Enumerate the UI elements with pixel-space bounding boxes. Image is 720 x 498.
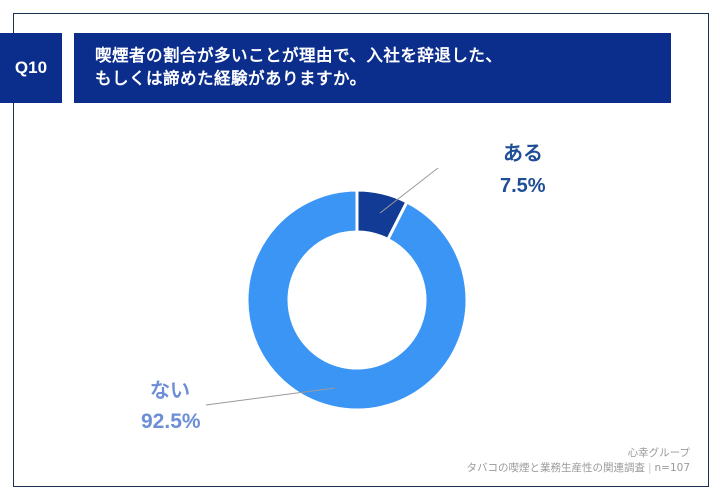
footer-separator: |: [647, 462, 652, 474]
footer-sample-size: n=107: [654, 462, 691, 474]
footer-org: 心幸グループ: [627, 447, 690, 459]
question-number: Q10: [14, 58, 48, 77]
footer-survey-line: タバコの喫煙と業務生産性の関連調査 | n=107: [466, 461, 690, 476]
slice-label-yes: ある: [503, 141, 543, 165]
slice-value-yes: 7.5%: [500, 175, 546, 197]
slice-value-no: 92.5%: [141, 410, 201, 433]
question-title-box: 喫煙者の割合が多いことが理由で、入社を辞退した、 もしくは諦めた経験がありますか…: [74, 33, 671, 103]
footer-survey: タバコの喫煙と業務生産性の関連調査: [466, 462, 645, 474]
footer-source: 心幸グループ タバコの喫煙と業務生産性の関連調査 | n=107: [466, 446, 690, 476]
slice-label-no: ない: [150, 378, 190, 402]
question-title-line1: 喫煙者の割合が多いことが理由で、入社を辞退した、: [95, 46, 503, 65]
leader-line-no: [205, 387, 336, 406]
question-number-badge: Q10: [0, 33, 62, 103]
donut-slices: [245, 188, 469, 412]
question-title-line2: もしくは諦めた経験がありますか。: [95, 69, 367, 88]
leader-line-yes: [379, 167, 439, 214]
donut-slice-no: [245, 188, 469, 412]
